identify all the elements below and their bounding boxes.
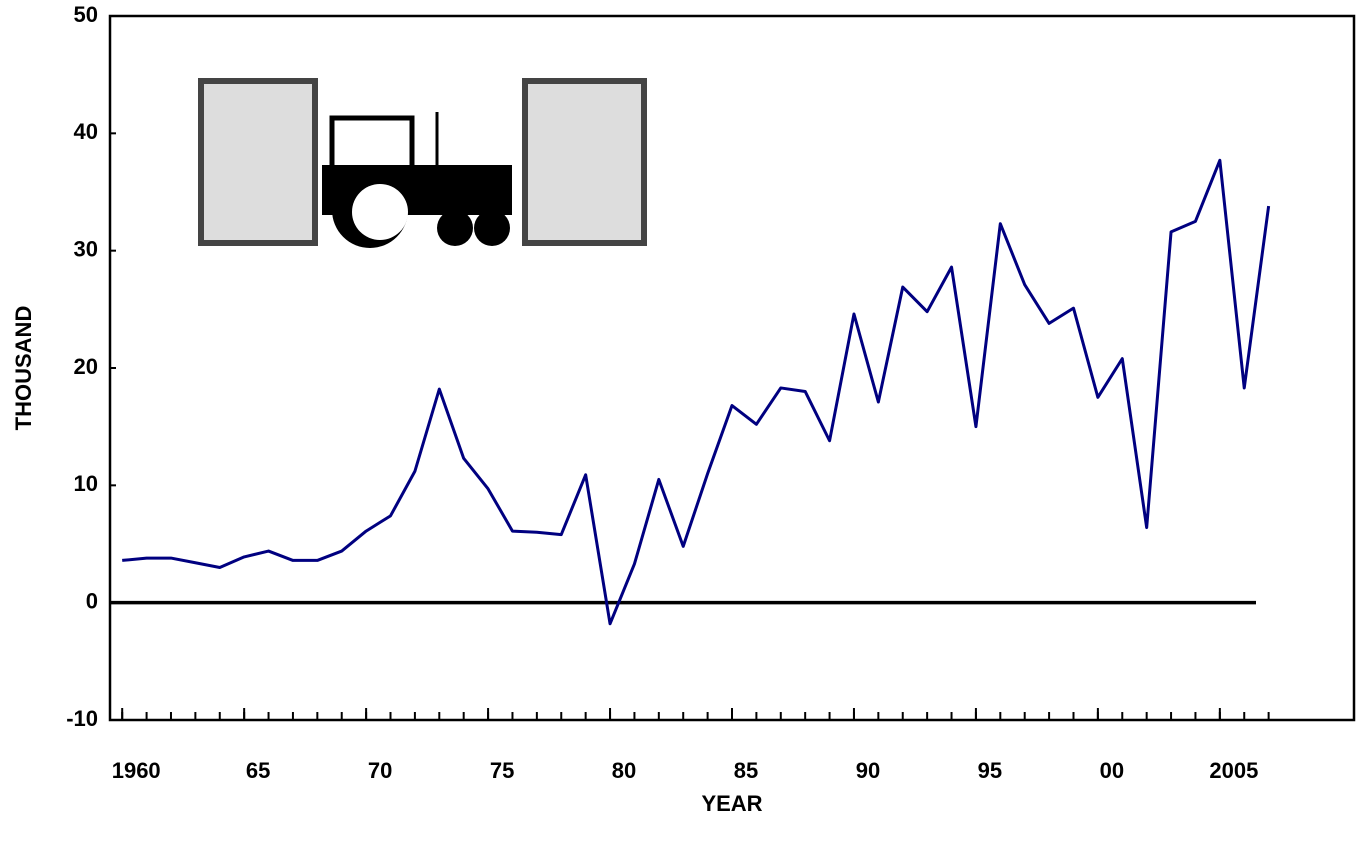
x-axis-label: YEAR (701, 791, 762, 816)
x-tick-label: 70 (368, 758, 392, 783)
y-tick-label: 0 (86, 588, 98, 613)
x-tick-label: 80 (612, 758, 636, 783)
x-tick-label: 75 (490, 758, 514, 783)
x-tick-label: 00 (1100, 758, 1124, 783)
x-tick-label: 90 (856, 758, 880, 783)
y-axis-label: THOUSAND (11, 306, 36, 431)
y-tick-label: -10 (66, 706, 98, 731)
x-tick-label: 2005 (1209, 758, 1258, 783)
x-tick-label: 85 (734, 758, 758, 783)
y-tick-label: 50 (74, 2, 98, 27)
x-tick-label: 1960 (112, 758, 161, 783)
x-tick-label: 95 (978, 758, 1002, 783)
y-tick-label: 40 (74, 119, 98, 144)
decorative-image (198, 78, 647, 248)
x-tick-label: 65 (246, 758, 270, 783)
y-tick-label: 10 (74, 471, 98, 496)
chart: THOUSAND YEAR -10 0 10 20 30 40 50 1960 65 70 75 80… (0, 0, 1357, 851)
y-tick-label: 30 (74, 236, 98, 261)
y-tick-label: 20 (74, 354, 98, 379)
